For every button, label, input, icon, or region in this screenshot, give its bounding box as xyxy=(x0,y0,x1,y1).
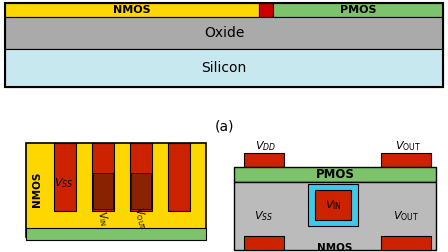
Text: (a): (a) xyxy=(214,120,234,134)
Bar xyxy=(381,236,431,250)
Text: $V_{\mathrm{OUT}}$: $V_{\mathrm{OUT}}$ xyxy=(393,209,419,223)
Bar xyxy=(381,153,431,167)
Text: PMOS: PMOS xyxy=(315,168,354,180)
Bar xyxy=(308,184,358,226)
Bar xyxy=(5,3,443,87)
Text: PMOS: PMOS xyxy=(340,5,376,15)
Bar xyxy=(54,143,76,211)
Text: $V_{SS}$: $V_{SS}$ xyxy=(54,176,73,190)
Bar xyxy=(131,173,151,209)
Bar xyxy=(168,143,190,211)
Bar xyxy=(315,190,351,220)
Bar xyxy=(244,153,284,167)
Bar xyxy=(259,3,273,17)
Text: Silicon: Silicon xyxy=(201,61,247,75)
Bar xyxy=(130,143,152,211)
Text: $V_{\mathrm{IN}}$: $V_{\mathrm{IN}}$ xyxy=(324,198,341,212)
Text: NMOS: NMOS xyxy=(317,243,353,252)
Bar xyxy=(234,182,436,250)
Text: $V_{\mathrm{IN}}$: $V_{\mathrm{IN}}$ xyxy=(95,209,112,227)
Bar xyxy=(273,3,443,17)
Bar xyxy=(93,173,113,209)
Text: NMOS: NMOS xyxy=(32,171,42,207)
Text: $V_{SS}$: $V_{SS}$ xyxy=(254,209,274,223)
Text: $V_{\mathrm{OUT}}$: $V_{\mathrm{OUT}}$ xyxy=(131,205,151,231)
Bar xyxy=(92,143,114,211)
Bar xyxy=(5,17,443,49)
Bar xyxy=(26,228,206,240)
Bar xyxy=(234,167,436,182)
Text: $V_{DD}$: $V_{DD}$ xyxy=(255,139,276,153)
Bar xyxy=(244,236,284,250)
Bar xyxy=(5,49,443,87)
Bar xyxy=(26,143,206,237)
Bar xyxy=(5,3,259,17)
Text: NMOS: NMOS xyxy=(113,5,151,15)
Text: $V_{\mathrm{OUT}}$: $V_{\mathrm{OUT}}$ xyxy=(395,139,421,153)
Text: Oxide: Oxide xyxy=(204,26,244,40)
